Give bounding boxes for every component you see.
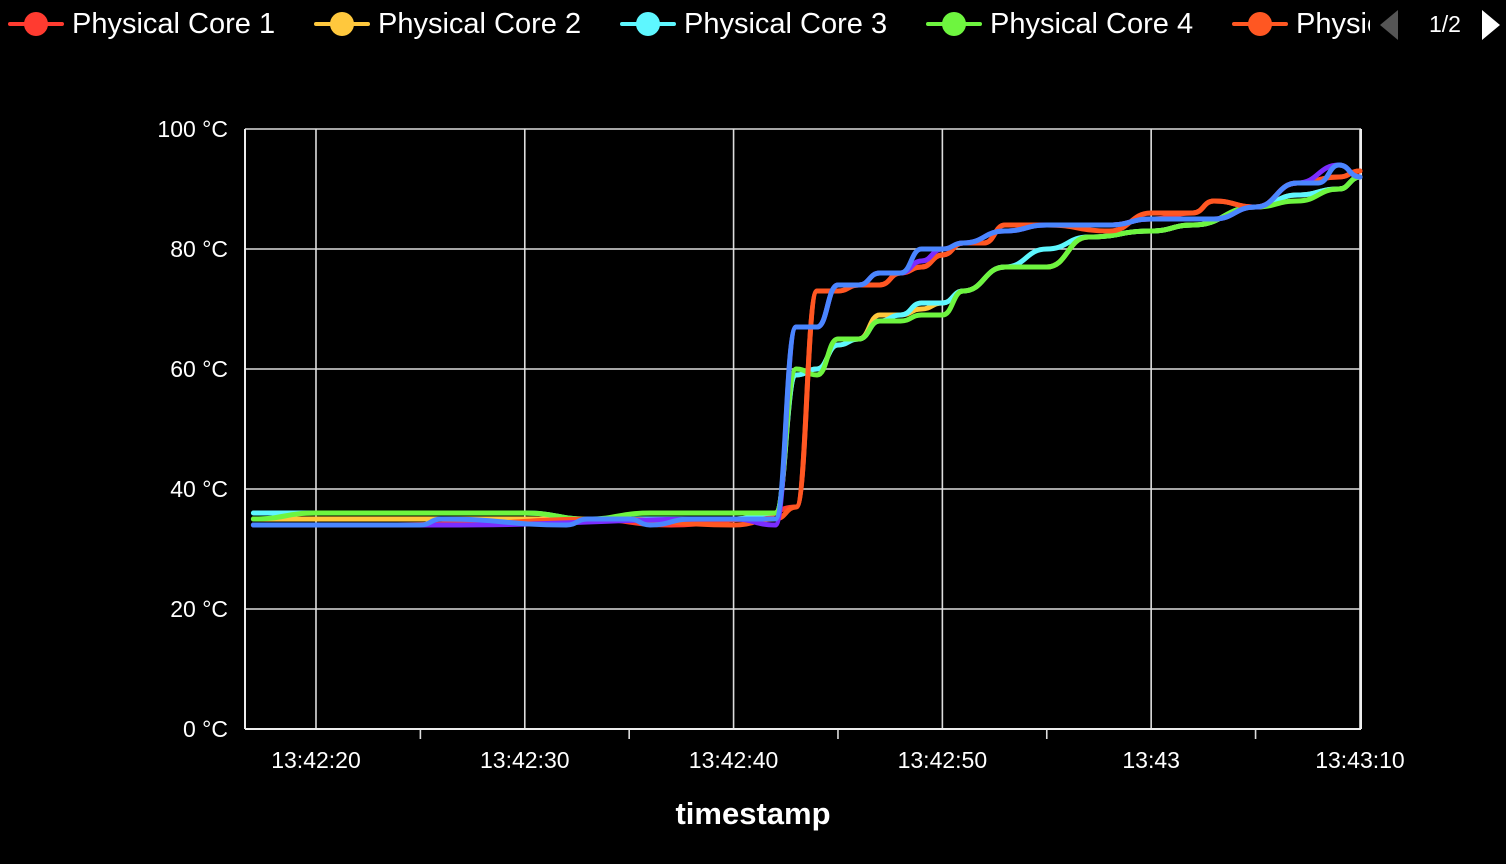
legend-label: Physical Core 4 xyxy=(990,8,1194,40)
y-tick-label: 100 °C xyxy=(157,116,228,142)
legend-marker-icon xyxy=(314,0,370,48)
series-line xyxy=(250,174,1363,522)
series-line xyxy=(250,174,1363,522)
x-tick-label: 13:42:50 xyxy=(898,747,988,773)
legend-label: Physical Core 5 xyxy=(1296,8,1370,40)
axes: 0 °C 20 °C 40 °C 60 °C 80 °C 100 °C 13:42:20 13… xyxy=(157,116,1404,831)
legend-item[interactable]: Physical Core 1 xyxy=(8,0,275,48)
legend-label: Physical Core 2 xyxy=(378,8,582,40)
x-tick-label: 13:42:20 xyxy=(271,747,361,773)
y-tick-label: 0 °C xyxy=(183,716,228,742)
series-line xyxy=(250,174,1363,522)
legend-pager: 1/2 xyxy=(1370,0,1506,48)
legend-item[interactable]: Physical Core 3 xyxy=(620,0,887,48)
legend-item[interactable]: Physical Core 5 xyxy=(1232,0,1370,48)
legend-marker-icon xyxy=(620,0,676,48)
legend-prev-page-arrow-icon[interactable] xyxy=(1380,10,1398,40)
legend-label: Physical Core 3 xyxy=(684,8,888,40)
legend-marker-icon xyxy=(1232,0,1288,48)
series-lines xyxy=(250,162,1363,528)
legend-marker-icon xyxy=(926,0,982,48)
y-tick-label: 40 °C xyxy=(170,476,228,502)
legend-item[interactable]: Physical Core 2 xyxy=(314,0,581,48)
y-tick-label: 60 °C xyxy=(170,356,228,382)
x-tick-label: 13:43:10 xyxy=(1315,747,1405,773)
legend-item[interactable]: Physical Core 4 xyxy=(926,0,1193,48)
x-axis-title: timestamp xyxy=(675,796,830,831)
legend-marker-icon xyxy=(8,0,64,48)
legend-next-page-arrow-icon[interactable] xyxy=(1482,10,1500,40)
x-tick-label: 13:43 xyxy=(1122,747,1180,773)
y-tick-label: 20 °C xyxy=(170,596,228,622)
x-tick-label: 13:42:30 xyxy=(480,747,570,773)
y-tick-label: 80 °C xyxy=(170,236,228,262)
x-tick-label: 13:42:40 xyxy=(689,747,779,773)
legend-page-indicator: 1/2 xyxy=(1429,11,1461,37)
series-line xyxy=(250,168,1363,528)
legend-label: Physical Core 1 xyxy=(72,8,276,40)
series-line xyxy=(250,162,1363,528)
legend: Physical Core 1 Physical Core 2 Physical C… xyxy=(0,0,1370,48)
